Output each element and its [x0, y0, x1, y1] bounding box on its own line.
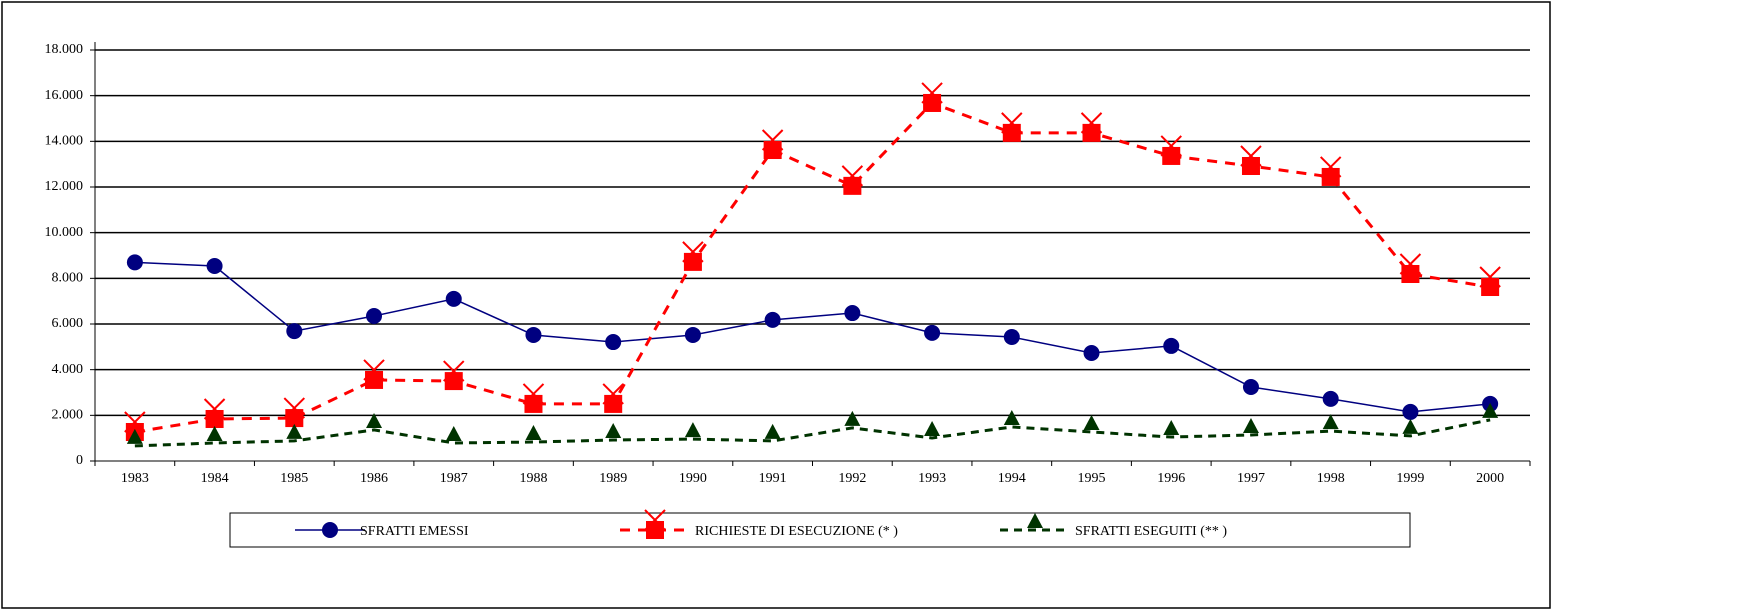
x-tick-label: 1996	[1157, 471, 1185, 486]
data-point	[1163, 337, 1180, 354]
x-tick-label: 1984	[201, 471, 229, 486]
series-line	[134, 261, 1491, 413]
data-point	[365, 370, 384, 389]
x-tick-label: 1993	[918, 471, 946, 486]
data-point	[683, 252, 702, 271]
data-point	[1082, 123, 1101, 142]
x-tick-label: 1997	[1237, 471, 1265, 486]
data-point	[843, 176, 862, 195]
data-point	[684, 422, 701, 438]
data-point	[605, 334, 622, 351]
y-tick-label: 4.000	[52, 362, 84, 377]
data-point	[286, 423, 303, 439]
data-point	[1241, 156, 1260, 175]
data-point	[1083, 415, 1100, 431]
data-point	[525, 326, 542, 343]
data-point	[923, 93, 942, 112]
data-point	[924, 324, 941, 341]
data-point	[366, 412, 383, 428]
data-point	[1162, 146, 1181, 165]
data-point	[445, 290, 462, 307]
x-tick-label: 1986	[360, 471, 388, 486]
legend-marker	[1027, 513, 1043, 528]
y-tick-label: 2.000	[52, 408, 84, 423]
data-point	[763, 141, 782, 160]
x-tick-label: 1985	[280, 471, 308, 486]
data-point	[844, 410, 861, 426]
data-point	[764, 311, 781, 328]
data-point	[764, 423, 781, 439]
data-point	[1401, 264, 1420, 283]
x-tick-label: 1995	[1078, 471, 1106, 486]
y-tick-label: 16.000	[45, 88, 84, 103]
data-point	[126, 428, 143, 444]
x-tick-label: 1990	[679, 471, 707, 486]
data-point	[1402, 418, 1419, 434]
data-point	[1242, 417, 1259, 433]
data-point	[1163, 420, 1180, 436]
x-tick-label: 1988	[519, 471, 547, 486]
data-point	[126, 254, 143, 271]
data-point	[205, 409, 224, 428]
data-point	[1402, 403, 1419, 420]
legend-marker	[322, 522, 338, 538]
data-point	[1481, 278, 1500, 297]
data-point	[445, 425, 462, 441]
data-point	[844, 305, 861, 322]
legend-box	[229, 512, 1411, 548]
data-point	[525, 425, 542, 441]
x-tick-label: 1994	[998, 471, 1026, 486]
chart-frame	[1, 1, 1551, 609]
x-tick-label: 1992	[838, 471, 866, 486]
legend-label: RICHIESTE DI ESECUZIONE (* )	[695, 524, 898, 539]
data-point	[285, 409, 304, 428]
y-tick-label: 0	[76, 453, 83, 468]
data-point	[1242, 379, 1259, 396]
legend-label: SFRATTI EMESSI	[360, 524, 469, 539]
data-point	[924, 420, 941, 436]
data-point	[524, 394, 543, 413]
x-tick-label: 1999	[1396, 471, 1424, 486]
data-point	[604, 394, 623, 413]
legend-label: SFRATTI ESEGUITI (** )	[1075, 524, 1227, 539]
y-tick-label: 12.000	[45, 179, 84, 194]
data-point	[1482, 402, 1499, 418]
data-point	[1003, 329, 1020, 346]
data-point	[444, 372, 463, 391]
series-line	[134, 101, 1491, 434]
x-tick-label: 1998	[1317, 471, 1345, 486]
data-point	[206, 258, 223, 275]
data-point	[366, 308, 383, 325]
data-point	[1083, 344, 1100, 361]
data-point	[1322, 414, 1339, 430]
data-point	[1002, 123, 1021, 142]
x-tick-label: 1983	[121, 471, 149, 486]
x-tick-label: 1989	[599, 471, 627, 486]
data-point	[684, 326, 701, 343]
x-tick-label: 1991	[759, 471, 787, 486]
y-tick-label: 6.000	[52, 316, 84, 331]
legend-marker	[646, 521, 664, 539]
data-point	[206, 425, 223, 441]
data-point	[1322, 390, 1339, 407]
y-tick-label: 10.000	[45, 225, 84, 240]
series-line	[134, 418, 1491, 448]
x-tick-label: 1987	[440, 471, 468, 486]
data-point	[286, 323, 303, 340]
y-tick-label: 18.000	[45, 42, 84, 57]
data-point	[1003, 409, 1020, 425]
x-tick-label: 2000	[1476, 471, 1504, 486]
data-point	[1321, 167, 1340, 186]
y-tick-label: 14.000	[45, 134, 84, 149]
data-point	[605, 422, 622, 438]
y-tick-label: 8.000	[52, 271, 84, 286]
